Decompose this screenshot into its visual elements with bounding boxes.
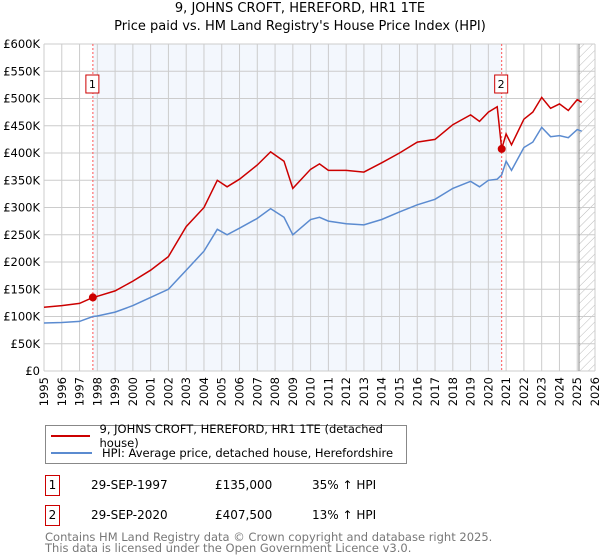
x-tick-label: 2008	[268, 377, 282, 406]
x-tick-label: 2024	[552, 377, 566, 406]
y-tick-label: £100K	[3, 310, 40, 324]
transaction-date: 29-SEP-1997	[91, 478, 168, 492]
sale-label-box	[85, 74, 100, 94]
y-tick-label: £550K	[3, 64, 40, 78]
transaction-date: 29-SEP-2020	[91, 508, 168, 522]
x-tick-label: 2010	[304, 377, 318, 406]
sale-label-box	[494, 74, 509, 94]
legend-label: HPI: Average price, detached house, Here…	[102, 446, 394, 460]
x-tick-label: 2016	[410, 377, 424, 406]
transaction-hpi: 35% ↑ HPI	[312, 478, 377, 492]
x-tick-label: 2021	[499, 377, 513, 406]
footer-licence: This data is licensed under the Open Gov…	[45, 541, 412, 555]
y-tick-label: £250K	[3, 228, 40, 242]
x-tick-label: 2001	[144, 377, 158, 406]
y-tick-label: £0	[25, 364, 40, 378]
y-tick-label: £400K	[3, 146, 40, 160]
x-tick-label: 2003	[179, 377, 193, 406]
x-tick-label: 2004	[197, 377, 211, 406]
x-tick-label: 2014	[375, 377, 389, 406]
x-tick-label: 1999	[108, 377, 122, 406]
x-tick-label: 2006	[233, 377, 247, 406]
x-tick-label: 2015	[392, 377, 406, 406]
x-tick-label: 2023	[535, 377, 549, 406]
legend-label: 9, JOHNS CROFT, HEREFORD, HR1 1TE (detac…	[99, 422, 383, 450]
transaction-price: £135,000	[215, 478, 273, 492]
x-tick-label: 2017	[428, 377, 442, 406]
y-tick-label: £50K	[11, 337, 41, 351]
y-tick-label: £450K	[3, 119, 40, 133]
y-tick-label: £150K	[3, 282, 40, 296]
x-tick-label: 2022	[517, 377, 531, 406]
y-tick-label: £200K	[3, 255, 40, 269]
y-tick-label: £350K	[3, 173, 40, 187]
x-tick-label: 2002	[161, 377, 175, 406]
series-line	[43, 96, 583, 308]
y-tick-label: £500K	[3, 92, 40, 106]
x-tick-label: 2020	[481, 377, 495, 406]
x-tick-label: 2026	[588, 377, 600, 406]
sale-label: 2	[498, 78, 505, 91]
series-line	[43, 126, 582, 324]
x-tick-label: 2000	[126, 377, 140, 406]
x-tick-label: 2025	[570, 377, 584, 406]
x-tick-label: 1996	[55, 377, 69, 406]
sale-label: 1	[89, 78, 96, 91]
legend: 9, JOHNS CROFT, HEREFORD, HR1 1TE (detac…	[45, 422, 407, 464]
x-tick-label: 2019	[464, 377, 478, 406]
x-tick-label: 1997	[73, 377, 87, 406]
chart-title: 9, JOHNS CROFT, HEREFORD, HR1 1TE	[174, 1, 426, 16]
x-tick-label: 1995	[37, 377, 51, 406]
x-tick-label: 2013	[357, 377, 371, 406]
marker-badge: 2	[45, 505, 60, 526]
x-tick-label: 2011	[321, 377, 335, 406]
x-tick-label: 2018	[446, 377, 460, 406]
x-tick-label: 2005	[215, 377, 229, 406]
x-tick-label: 2009	[286, 377, 300, 406]
sale-point	[497, 144, 506, 153]
transaction-price: £407,500	[215, 508, 273, 522]
legend-item-hpi: HPI: Average price, detached house, Here…	[51, 445, 393, 461]
marker-badge: 1	[45, 475, 60, 496]
chart-subtitle: Price paid vs. HM Land Registry's House …	[114, 19, 486, 34]
price-chart: 1995 1996 1997 1998 1999 2000 2001 2002 2003 2004…	[3, 37, 600, 406]
x-tick-label: 1998	[90, 377, 104, 406]
y-tick-label: £600K	[3, 37, 40, 51]
x-tick-label: 2007	[250, 377, 264, 406]
legend-item-property: 9, JOHNS CROFT, HEREFORD, HR1 1TE (detac…	[51, 422, 406, 450]
footer-copyright: Contains HM Land Registry data © Crown c…	[45, 530, 493, 544]
transaction-hpi: 13% ↑ HPI	[312, 508, 377, 522]
y-tick-label: £300K	[3, 201, 40, 215]
x-tick-label: 2012	[339, 377, 353, 406]
sale-point	[88, 293, 97, 302]
